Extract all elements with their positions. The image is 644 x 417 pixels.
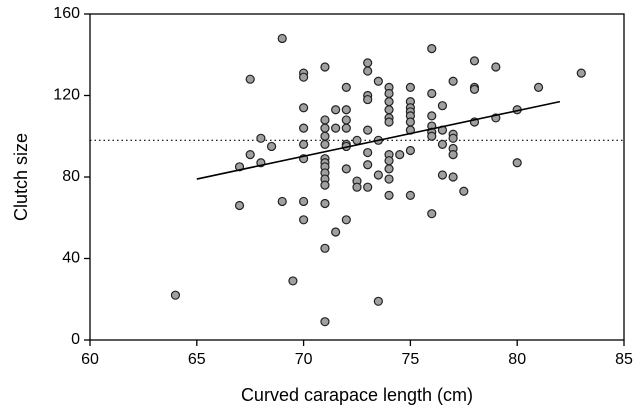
y-axis-label: Clutch size: [11, 133, 31, 221]
trend-line: [196, 100, 561, 180]
x-tick-label: 65: [188, 351, 206, 368]
point: [299, 123, 309, 133]
point: [427, 209, 437, 219]
point: [266, 141, 277, 152]
point: [320, 198, 330, 209]
point: [320, 115, 330, 125]
point: [405, 82, 415, 92]
x-tick-label: 70: [295, 351, 313, 368]
point: [384, 97, 394, 107]
point: [363, 94, 373, 105]
y-tick-label: 160: [53, 5, 80, 22]
point: [384, 190, 394, 200]
point: [299, 72, 309, 82]
point: [395, 149, 405, 160]
point: [405, 145, 415, 156]
point: [341, 105, 351, 115]
point: [469, 56, 480, 66]
point: [384, 105, 394, 115]
point: [245, 149, 255, 160]
point: [384, 117, 394, 127]
point: [427, 111, 437, 121]
point: [363, 182, 373, 192]
point: [170, 290, 181, 300]
point: [427, 88, 437, 99]
x-tick-label: 75: [402, 351, 420, 368]
point: [299, 196, 309, 207]
point: [341, 123, 351, 133]
point: [448, 133, 458, 143]
point: [373, 170, 383, 180]
point: [320, 317, 330, 327]
point: [331, 123, 341, 133]
point: [405, 190, 415, 200]
x-tick-label: 80: [508, 351, 526, 368]
point: [363, 160, 373, 170]
point: [331, 105, 341, 115]
point: [459, 186, 469, 196]
point: [320, 243, 330, 253]
point: [299, 103, 309, 113]
point: [234, 200, 245, 211]
point: [245, 74, 255, 84]
point: [373, 76, 383, 86]
point: [341, 82, 351, 92]
point: [320, 180, 330, 190]
point: [277, 33, 287, 44]
point: [341, 164, 351, 174]
point: [320, 123, 330, 133]
x-tick-label: 85: [615, 351, 633, 368]
point: [277, 196, 287, 207]
point: [437, 139, 448, 149]
point: [320, 139, 330, 149]
point: [352, 135, 362, 145]
point: [384, 156, 394, 166]
point: [320, 131, 330, 141]
point: [448, 172, 458, 182]
y-tick-label: 80: [62, 168, 80, 185]
point: [363, 147, 373, 158]
point: [299, 215, 309, 225]
point: [299, 139, 309, 149]
point: [363, 66, 373, 76]
point: [448, 76, 458, 86]
point: [341, 215, 351, 225]
point: [448, 149, 458, 160]
y-tick-label: 0: [71, 331, 80, 348]
point: [384, 164, 394, 174]
point: [331, 227, 341, 237]
point: [427, 131, 437, 141]
point: [373, 296, 383, 306]
point: [256, 133, 266, 143]
y-tick-label: 120: [53, 87, 80, 104]
x-tick-label: 60: [81, 351, 99, 368]
point: [363, 125, 373, 135]
point: [427, 44, 437, 54]
point: [352, 182, 362, 192]
point: [405, 117, 415, 127]
point: [384, 174, 394, 184]
point: [288, 276, 298, 286]
x-axis-label: Curved carapace length (cm): [241, 385, 473, 405]
point: [437, 170, 448, 180]
point: [320, 62, 330, 72]
point: [469, 84, 480, 94]
point: [533, 82, 544, 92]
point: [512, 158, 522, 168]
point: [576, 68, 586, 78]
point: [491, 62, 501, 72]
point: [341, 115, 351, 125]
point: [437, 101, 448, 111]
y-tick-label: 40: [62, 250, 80, 267]
point: [384, 88, 394, 99]
point: [363, 58, 373, 68]
